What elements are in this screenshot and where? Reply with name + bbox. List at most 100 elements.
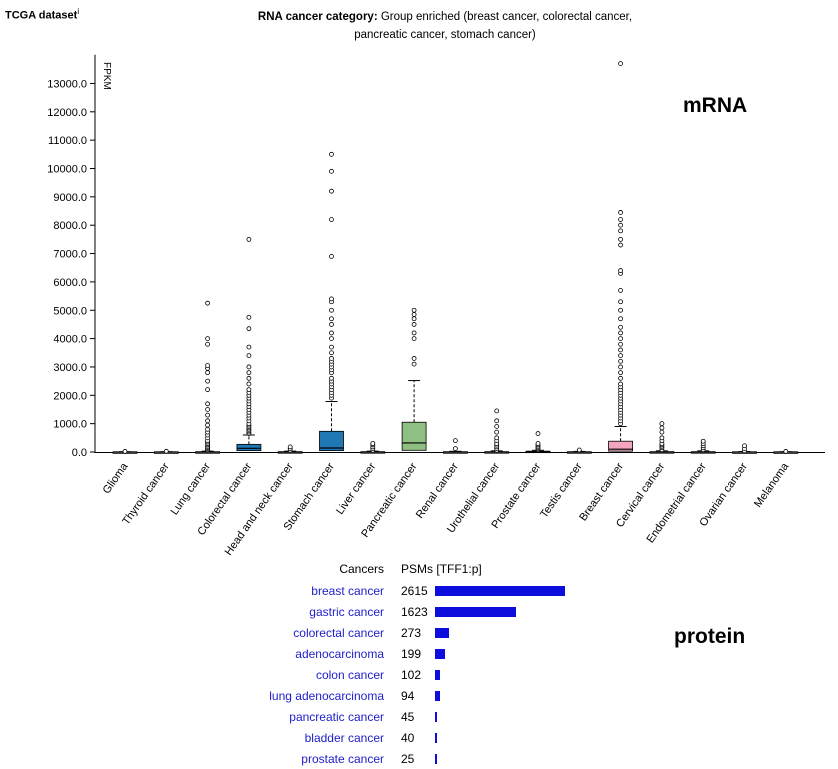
box-outlier bbox=[329, 356, 334, 361]
y-tick-label: 10000.0 bbox=[47, 164, 87, 176]
box-outlier bbox=[742, 443, 747, 449]
protein-header-psms-label: PSMs bbox=[401, 562, 434, 576]
box-outlier bbox=[618, 324, 623, 330]
box-outlier bbox=[618, 242, 623, 248]
protein-bar bbox=[435, 754, 437, 764]
y-tick-label: 1000.0 bbox=[53, 419, 87, 431]
protein-cancer-link[interactable]: bladder cancer bbox=[304, 731, 384, 745]
protein-cancer-link[interactable]: prostate cancer bbox=[301, 752, 384, 766]
box-outlier bbox=[205, 407, 211, 412]
protein-cancer-link[interactable]: adenocarcinoma bbox=[295, 647, 384, 661]
y-axis-label: FPKM bbox=[101, 62, 112, 90]
protein-psm-value: 199 bbox=[401, 647, 422, 661]
box-outlier bbox=[205, 422, 211, 428]
x-tick-label: Testis cancer bbox=[538, 461, 585, 521]
protein-cancer-link[interactable]: breast cancer bbox=[311, 584, 384, 598]
box-outlier bbox=[411, 336, 417, 342]
box-outlier bbox=[494, 435, 500, 441]
box-outlier bbox=[618, 341, 623, 347]
x-tick-label: Lung cancer bbox=[168, 461, 213, 518]
protein-bar bbox=[435, 607, 516, 617]
box-outlier bbox=[535, 431, 541, 436]
box-outlier bbox=[659, 435, 665, 441]
box-outlier bbox=[618, 307, 623, 313]
rna-category-label: RNA cancer category: bbox=[257, 11, 378, 23]
box-outlier bbox=[618, 228, 623, 234]
box-outlier bbox=[618, 217, 623, 222]
box-outlier bbox=[246, 364, 252, 370]
box-outlier bbox=[618, 347, 623, 353]
protein-psm-value: 25 bbox=[401, 752, 415, 766]
box-outlier bbox=[494, 424, 500, 429]
protein-cancer-link[interactable]: colon cancer bbox=[315, 668, 384, 682]
protein-cancer-link[interactable]: colorectal cancer bbox=[293, 626, 384, 640]
box-outlier bbox=[618, 316, 623, 322]
protein-header-psms: PSMs [TFF1:p] bbox=[401, 562, 482, 576]
box-outlier bbox=[452, 438, 458, 444]
y-tick-label: 11000.0 bbox=[48, 135, 87, 147]
y-tick-label: 3000.0 bbox=[53, 362, 87, 374]
box-outlier bbox=[659, 421, 665, 427]
protein-bar bbox=[435, 691, 440, 701]
box-outlier bbox=[618, 236, 623, 242]
box-outlier bbox=[246, 370, 252, 376]
box-outlier bbox=[329, 217, 334, 222]
box-outlier bbox=[329, 188, 334, 194]
box-outlier bbox=[329, 168, 334, 174]
box bbox=[401, 421, 427, 451]
y-tick-label: 7000.0 bbox=[53, 249, 87, 261]
box-outlier bbox=[329, 296, 334, 302]
x-tick-label: Breast cancer bbox=[577, 461, 626, 524]
box-outlier bbox=[618, 222, 623, 228]
protein-cancer-link[interactable]: pancreatic cancer bbox=[289, 710, 384, 724]
box-outlier bbox=[494, 418, 500, 424]
box-outlier bbox=[205, 300, 211, 306]
box-outlier bbox=[329, 344, 334, 350]
rna-category-value-line2: pancreatic cancer, stomach cancer) bbox=[354, 29, 536, 41]
box-outlier bbox=[287, 444, 293, 450]
protein-psm-value: 2615 bbox=[401, 584, 428, 598]
box-outlier bbox=[205, 387, 211, 393]
box-outlier bbox=[329, 322, 334, 327]
box-outlier bbox=[205, 426, 211, 432]
box-outlier bbox=[618, 370, 623, 376]
y-tick-label: 0.0 bbox=[72, 447, 87, 459]
box-outlier bbox=[411, 322, 417, 327]
box-outlier bbox=[329, 350, 334, 356]
box-outlier bbox=[411, 307, 417, 313]
box-outlier bbox=[246, 387, 252, 393]
y-tick-label: 9000.0 bbox=[53, 192, 87, 204]
box-outlier bbox=[329, 375, 334, 381]
y-tick-label: 2000.0 bbox=[53, 390, 87, 402]
box-outlier bbox=[205, 378, 211, 384]
rna-category-value-line1: Group enriched (breast cancer, colorecta… bbox=[380, 11, 633, 23]
box-outlier bbox=[246, 236, 252, 242]
box-outlier bbox=[576, 447, 582, 453]
box-outlier bbox=[246, 353, 252, 359]
protein-psm-value: 1623 bbox=[401, 605, 428, 619]
box-outlier bbox=[205, 418, 211, 424]
box-outlier bbox=[659, 425, 665, 431]
box-outlier bbox=[411, 316, 417, 322]
box-outlier bbox=[329, 336, 334, 342]
box-outlier bbox=[700, 438, 706, 444]
box-outlier bbox=[329, 253, 334, 259]
box-outlier bbox=[246, 375, 252, 381]
protein-cancer-link[interactable]: gastric cancer bbox=[309, 605, 384, 619]
protein-psm-value: 94 bbox=[401, 689, 415, 703]
box-outlier bbox=[246, 381, 252, 387]
box-outlier bbox=[246, 314, 252, 320]
info-icon[interactable]: i bbox=[77, 7, 80, 16]
protein-bar bbox=[435, 712, 438, 722]
protein-header-gene: [TFF1:p] bbox=[436, 562, 482, 576]
box-outlier bbox=[411, 356, 417, 361]
protein-bar bbox=[435, 649, 445, 659]
protein-cancer-link[interactable]: lung adenocarcinoma bbox=[269, 689, 384, 703]
box-outlier bbox=[618, 299, 623, 305]
box-outlier bbox=[205, 336, 211, 342]
box-outlier bbox=[205, 363, 211, 368]
box-outlier bbox=[618, 61, 623, 67]
box-outlier bbox=[618, 336, 623, 342]
protein-bar bbox=[435, 586, 565, 596]
dataset-title: TCGA dataseti bbox=[5, 7, 79, 22]
